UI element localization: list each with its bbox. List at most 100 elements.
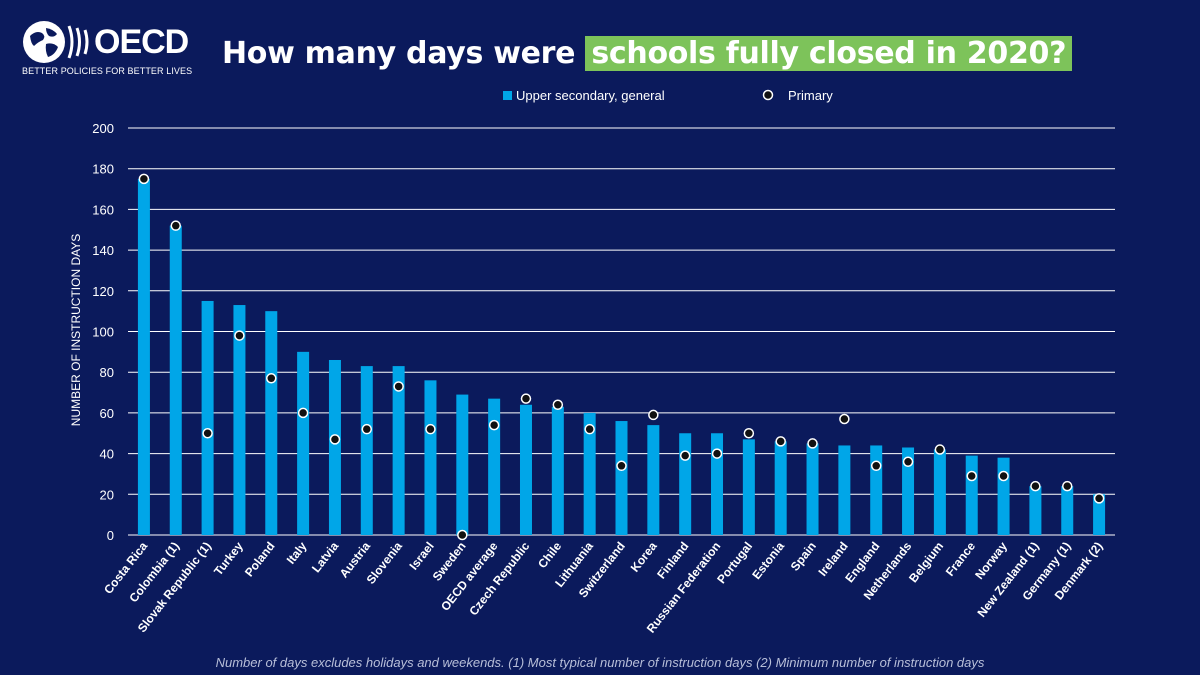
oecd-logo: OECD BETTER POLICIES FOR BETTER LIVES [22, 20, 202, 78]
primary-marker [329, 434, 341, 445]
primary-marker [807, 438, 818, 449]
bar [965, 455, 978, 535]
title-prefix: How many days were [222, 36, 586, 71]
y-tick-label: 160 [92, 202, 114, 217]
primary-marker [870, 460, 882, 472]
y-tick-label: 60 [100, 406, 114, 421]
bar [583, 412, 596, 535]
primary-marker [775, 436, 786, 447]
primary-marker [457, 529, 468, 541]
legend-primary-marker [762, 89, 774, 101]
bar [488, 398, 501, 535]
bar [1061, 486, 1074, 535]
x-tick-label: Korea [628, 539, 660, 575]
primary-marker [170, 220, 182, 231]
primary-marker [552, 399, 564, 411]
bar [647, 425, 660, 535]
legend: Upper secondary, general Primary [503, 88, 833, 103]
bar [328, 359, 341, 535]
bar [201, 300, 214, 535]
bar [774, 441, 787, 535]
x-tick-label: Spain [788, 539, 819, 573]
logo-tagline: BETTER POLICIES FOR BETTER LIVES [22, 66, 193, 76]
bar [742, 439, 755, 535]
primary-marker [488, 419, 500, 431]
bar [806, 443, 819, 535]
primary-marker [934, 444, 946, 455]
bar [519, 404, 532, 535]
y-axis-label: NUMBER OF INSTRUCTION DAYS [69, 234, 83, 426]
legend-bar-swatch [503, 91, 512, 100]
x-tick-label: Italy [284, 539, 310, 567]
bars-upper-secondary [137, 178, 1106, 535]
bar [679, 433, 692, 535]
primary-marker [1061, 480, 1073, 492]
logo-wave-icon [67, 25, 89, 59]
primary-marker [711, 448, 723, 459]
bar [615, 421, 628, 535]
y-tick-label: 180 [92, 162, 114, 177]
primary-marker [743, 428, 755, 439]
primary-marker [966, 470, 977, 482]
title-highlight: schools fully closed in 2020? [585, 36, 1073, 71]
bar [392, 366, 405, 535]
bar [233, 305, 246, 535]
primary-marker [266, 373, 277, 384]
legend-bar-label: Upper secondary, general [516, 88, 665, 103]
primary-marker [584, 423, 595, 435]
x-tick-label: Chile [535, 539, 564, 571]
y-tick-label: 120 [92, 284, 114, 299]
markers-primary [138, 173, 1105, 541]
y-tick-label: 0 [107, 528, 114, 543]
primary-marker [425, 423, 436, 435]
legend-primary-label: Primary [788, 88, 833, 103]
x-tick-label: Israel [406, 539, 436, 572]
bar [933, 449, 946, 535]
y-tick-label: 20 [100, 487, 114, 502]
x-tick-label: Estonia [749, 539, 787, 582]
footnote: Number of days excludes holidays and wee… [215, 655, 985, 670]
bar [265, 311, 278, 535]
bar [137, 178, 150, 535]
primary-marker [361, 423, 373, 435]
globe-logo-icon [23, 21, 65, 63]
bar [297, 351, 310, 535]
y-tick-label: 100 [92, 325, 114, 340]
bar [424, 380, 437, 535]
bar [169, 225, 182, 535]
y-tick-label: 80 [100, 365, 114, 380]
y-tick-label: 40 [100, 447, 114, 462]
logo-wordmark: OECD [94, 23, 189, 61]
bar [1093, 494, 1106, 535]
primary-marker [1093, 493, 1105, 504]
x-tick-label: Turkey [211, 539, 246, 578]
y-axis-ticks: 0 20 40 60 80 100 120 140 160 180 200 [92, 121, 114, 543]
primary-marker [902, 456, 914, 467]
bar [838, 445, 851, 535]
primary-marker [234, 330, 245, 341]
primary-marker [138, 173, 150, 185]
x-tick-label: Latvia [309, 539, 342, 575]
primary-marker [202, 428, 213, 439]
y-tick-label: 200 [92, 121, 114, 136]
bar [902, 447, 915, 535]
primary-marker [1030, 480, 1041, 492]
bar [456, 394, 469, 535]
primary-marker [616, 460, 627, 472]
bar [551, 406, 564, 535]
bar [870, 445, 883, 535]
x-tick-label: Poland [242, 539, 278, 579]
primary-marker [679, 450, 691, 461]
primary-marker [393, 381, 404, 392]
y-tick-label: 140 [92, 243, 114, 258]
bar [711, 433, 724, 535]
primary-marker [998, 470, 1009, 482]
primary-marker [520, 393, 532, 404]
primary-marker [297, 407, 309, 419]
bar [997, 457, 1010, 535]
bar [1029, 486, 1042, 535]
chart-title: How many days were schools fully closed … [222, 36, 1073, 71]
bar [360, 366, 373, 535]
